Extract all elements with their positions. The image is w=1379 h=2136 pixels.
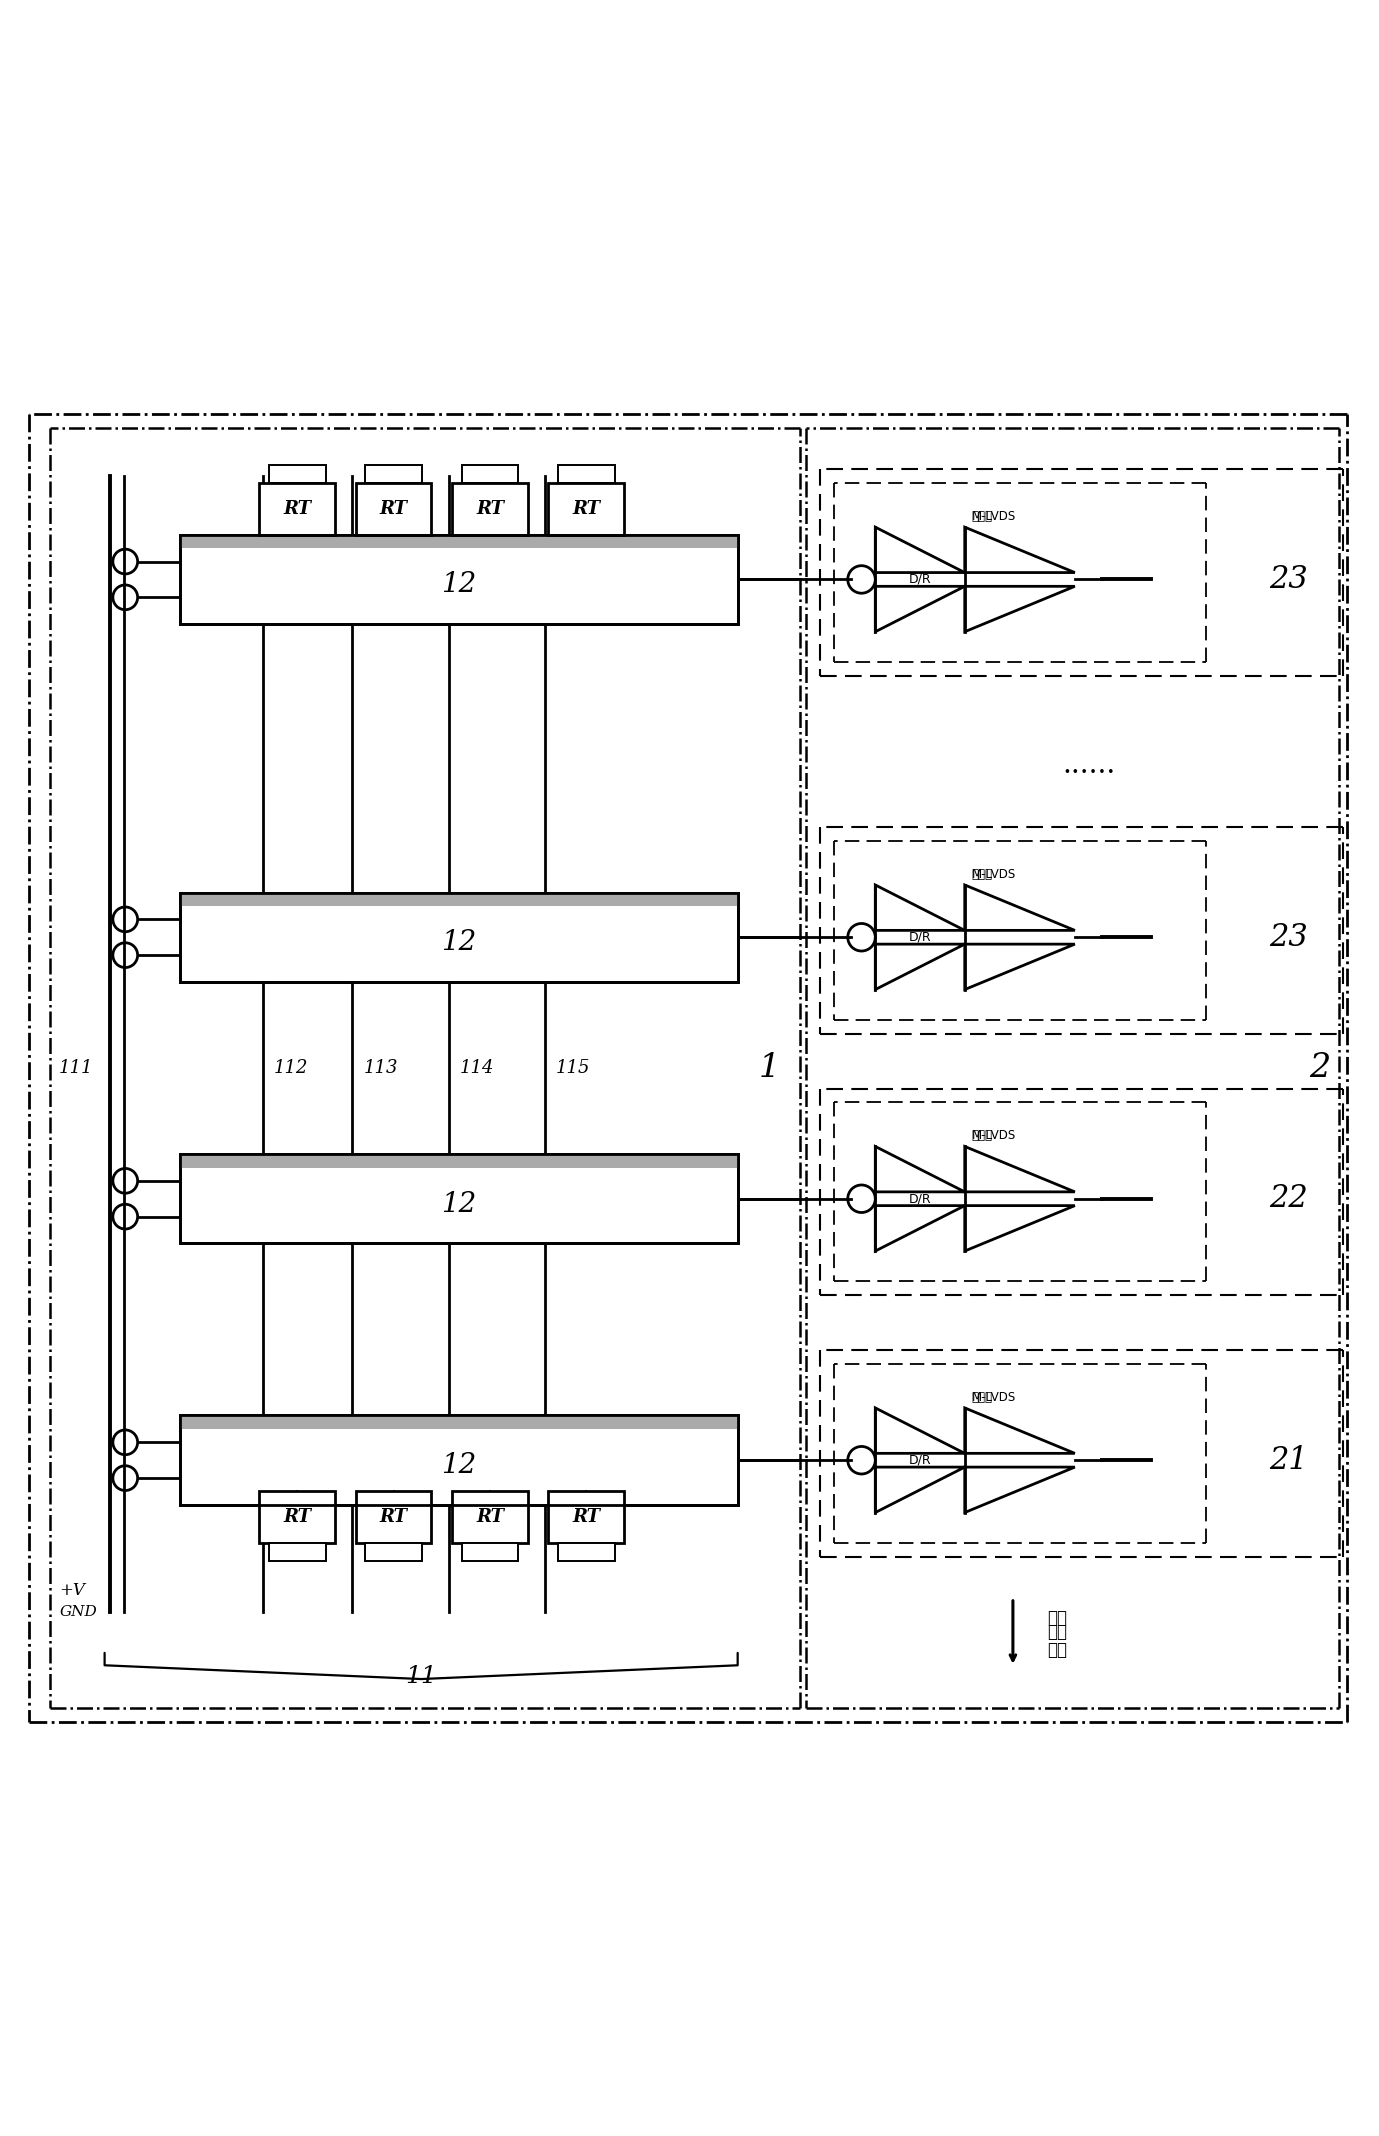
Text: 22: 22 xyxy=(1269,1183,1307,1213)
Text: 111: 111 xyxy=(59,1059,94,1077)
Text: 收发器: 收发器 xyxy=(972,1109,993,1143)
Bar xyxy=(365,466,422,483)
Text: M-LVDS: M-LVDS xyxy=(972,1391,1016,1403)
Bar xyxy=(181,1416,738,1506)
Text: RT: RT xyxy=(283,1508,312,1525)
Bar xyxy=(181,893,738,983)
Text: D/R: D/R xyxy=(909,572,931,585)
Text: 收发器: 收发器 xyxy=(972,1369,993,1403)
Bar xyxy=(558,466,615,483)
Text: RT: RT xyxy=(572,1508,600,1525)
Text: D/R: D/R xyxy=(909,1455,931,1467)
Text: RT: RT xyxy=(572,500,600,519)
Bar xyxy=(452,1491,528,1542)
Text: 115: 115 xyxy=(556,1059,590,1077)
Bar xyxy=(259,483,335,536)
Bar xyxy=(181,534,738,549)
Text: 113: 113 xyxy=(363,1059,397,1077)
Bar xyxy=(558,1542,615,1561)
Text: 1: 1 xyxy=(758,1053,781,1083)
Bar xyxy=(549,1491,625,1542)
Text: 收发器: 收发器 xyxy=(972,846,993,880)
Bar xyxy=(181,1153,738,1243)
Text: 12: 12 xyxy=(441,929,477,957)
Bar xyxy=(181,534,738,624)
Text: 23: 23 xyxy=(1269,564,1307,596)
Text: 112: 112 xyxy=(274,1059,309,1077)
Text: RT: RT xyxy=(379,1508,408,1525)
Text: 12: 12 xyxy=(441,572,477,598)
Bar xyxy=(356,1491,432,1542)
Text: 12: 12 xyxy=(441,1190,477,1218)
Bar xyxy=(181,893,738,906)
Bar xyxy=(462,1542,519,1561)
Text: M-LVDS: M-LVDS xyxy=(972,1130,1016,1143)
Text: GND: GND xyxy=(59,1604,97,1619)
Text: ......: ...... xyxy=(1062,752,1116,780)
Text: RT: RT xyxy=(476,500,503,519)
Bar xyxy=(181,893,738,983)
Bar xyxy=(181,1416,738,1506)
Bar xyxy=(269,1542,325,1561)
Text: M-LVDS: M-LVDS xyxy=(972,867,1016,880)
Text: RT: RT xyxy=(379,500,408,519)
Text: RT: RT xyxy=(283,500,312,519)
Text: 11: 11 xyxy=(405,1664,437,1687)
Text: 收发器: 收发器 xyxy=(972,489,993,523)
Bar xyxy=(259,1491,335,1542)
Text: 外部: 外部 xyxy=(1047,1611,1067,1628)
Bar xyxy=(181,1416,738,1429)
Bar xyxy=(269,466,325,483)
Text: 12: 12 xyxy=(441,1452,477,1480)
Text: 23: 23 xyxy=(1269,923,1307,953)
Text: D/R: D/R xyxy=(909,1192,931,1205)
Bar xyxy=(181,1153,738,1168)
Bar xyxy=(181,1153,738,1243)
Text: 114: 114 xyxy=(459,1059,494,1077)
Text: 接口: 接口 xyxy=(1047,1640,1067,1660)
Bar xyxy=(462,466,519,483)
Text: D/R: D/R xyxy=(909,931,931,944)
Bar xyxy=(452,483,528,536)
Bar xyxy=(549,483,625,536)
Text: M-LVDS: M-LVDS xyxy=(972,511,1016,523)
Bar xyxy=(356,483,432,536)
Text: +V: +V xyxy=(59,1583,85,1600)
Bar xyxy=(365,1542,422,1561)
Text: 21: 21 xyxy=(1269,1444,1307,1476)
Text: RT: RT xyxy=(476,1508,503,1525)
Bar xyxy=(181,534,738,624)
Text: 2: 2 xyxy=(1309,1053,1331,1083)
Text: 通信: 通信 xyxy=(1047,1623,1067,1640)
